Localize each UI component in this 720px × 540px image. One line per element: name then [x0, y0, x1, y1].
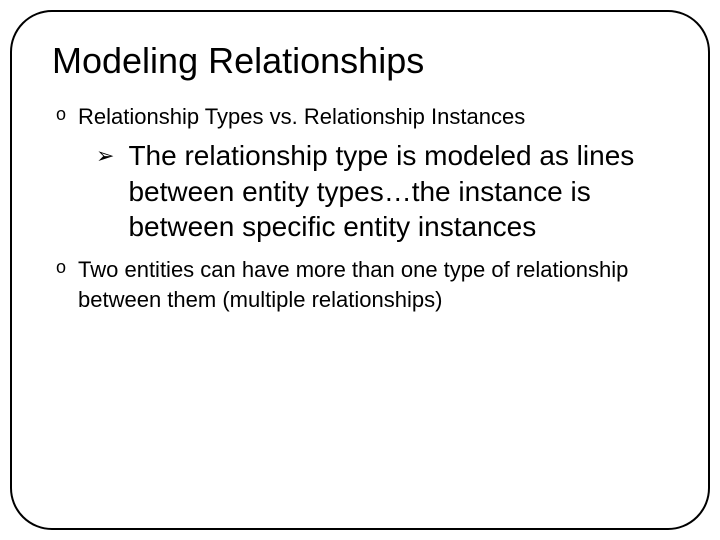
- arrow-bullet-icon: ➢: [96, 142, 114, 170]
- list-item: o Two entities can have more than one ty…: [56, 255, 672, 314]
- list-item-text: Two entities can have more than one type…: [78, 255, 672, 314]
- slide-title: Modeling Relationships: [52, 40, 672, 82]
- circle-bullet-icon: o: [56, 102, 66, 126]
- slide-frame: Modeling Relationships o Relationship Ty…: [10, 10, 710, 530]
- sub-list-item-text: The relationship type is modeled as line…: [128, 138, 672, 245]
- circle-bullet-icon: o: [56, 255, 66, 279]
- list-item-text: Relationship Types vs. Relationship Inst…: [78, 102, 525, 132]
- sub-list-item: ➢ The relationship type is modeled as li…: [96, 138, 672, 245]
- slide: Modeling Relationships o Relationship Ty…: [0, 0, 720, 540]
- list-item: o Relationship Types vs. Relationship In…: [56, 102, 672, 132]
